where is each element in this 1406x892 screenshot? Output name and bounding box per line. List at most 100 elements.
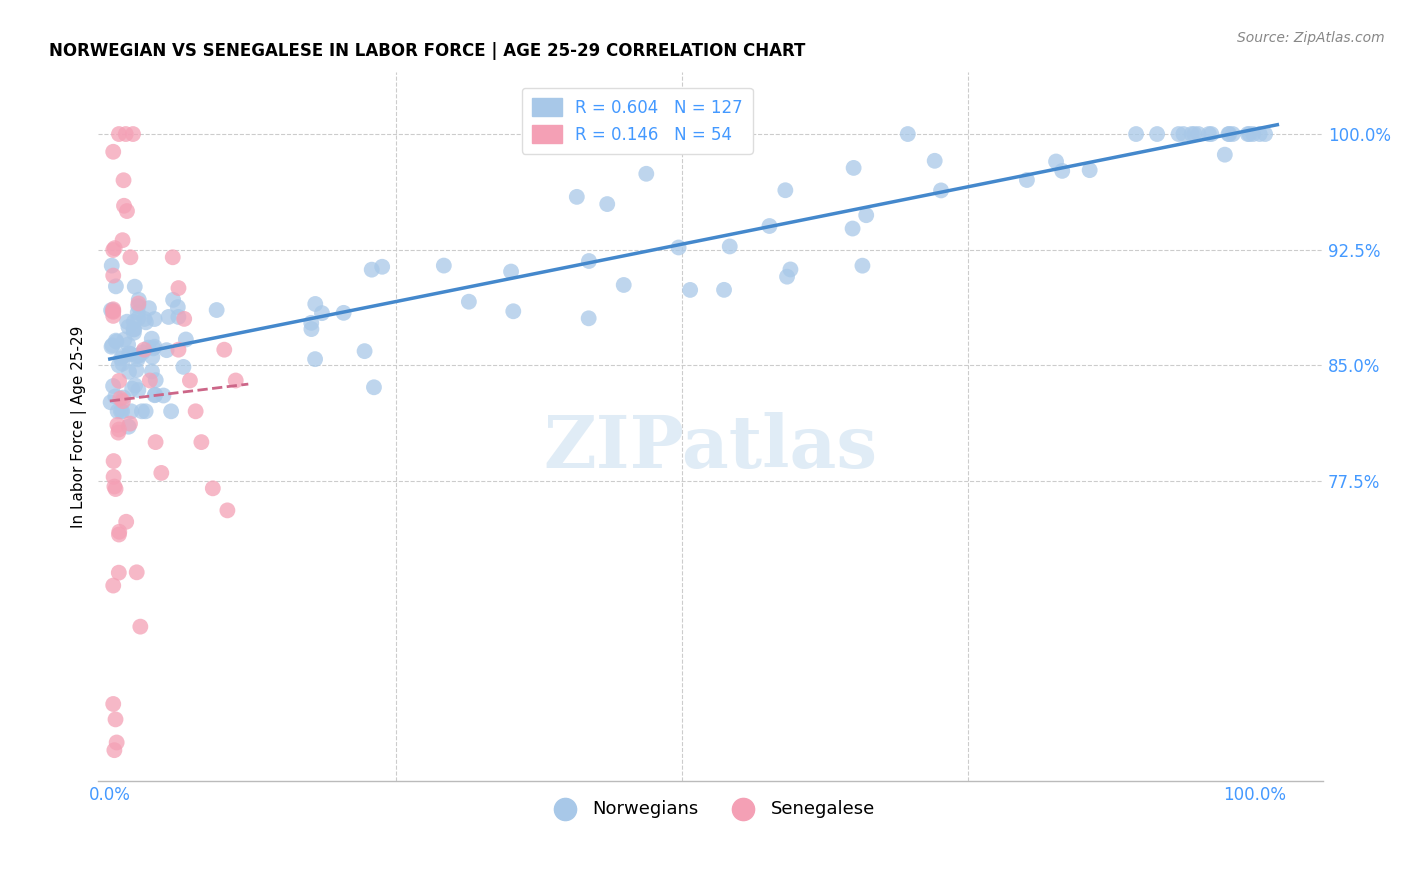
Point [101,379,124,393]
Point [112,333,135,347]
Point [103,145,125,159]
Point [131,345,153,359]
Point [110,392,132,406]
Point [125,349,148,363]
Point [108,423,131,437]
Point [101,303,124,318]
Point [115,515,138,529]
Point [167,281,190,295]
Point [110,404,132,418]
Point [1015,173,1038,187]
Point [363,380,385,394]
Point [167,343,190,357]
Point [104,482,127,496]
Point [125,566,148,580]
Point [112,391,135,405]
Point [775,183,797,197]
Point [166,300,188,314]
Point [100,303,122,318]
Point [115,315,138,329]
Point [101,338,124,352]
Point [851,259,873,273]
Point [167,310,190,324]
Point [1198,127,1220,141]
Point [103,479,125,493]
Point [1187,127,1209,141]
Point [104,279,127,293]
Point [118,417,141,431]
Point [104,334,127,348]
Point [841,221,863,235]
Point [179,374,201,388]
Point [107,404,129,418]
Point [142,342,165,356]
Point [111,233,134,247]
Point [138,341,160,355]
Point [139,374,162,388]
Point [107,425,129,440]
Point [122,127,145,141]
Point [117,419,139,434]
Point [127,352,149,367]
Point [141,364,163,378]
Point [174,333,197,347]
Point [1146,127,1168,141]
Point [353,344,375,359]
Point [107,566,129,580]
Point [779,262,801,277]
Point [156,343,179,358]
Point [127,296,149,310]
Point [124,378,146,392]
Point [111,357,134,371]
Point [1125,127,1147,141]
Point [117,337,139,351]
Point [360,262,382,277]
Point [299,316,322,330]
Point [103,268,125,283]
Point [304,297,326,311]
Point [134,343,156,357]
Y-axis label: In Labor Force | Age 25-29: In Labor Force | Age 25-29 [72,326,87,528]
Point [118,346,141,360]
Point [128,293,150,307]
Text: ZIPatlas: ZIPatlas [544,412,877,483]
Point [141,350,163,364]
Point [127,299,149,313]
Point [1236,127,1258,141]
Point [145,373,167,387]
Point [1078,163,1101,178]
Point [111,404,134,418]
Point [1218,127,1240,141]
Point [122,315,145,329]
Point [103,578,125,592]
Point [122,322,145,336]
Point [201,481,224,495]
Point [108,374,131,388]
Point [502,304,524,318]
Point [131,404,153,418]
Point [929,183,952,197]
Point [104,389,127,403]
Point [162,293,184,307]
Point [115,204,138,219]
Point [120,250,142,264]
Point [111,394,134,409]
Point [128,349,150,363]
Point [141,332,163,346]
Point [104,241,127,255]
Point [190,435,212,450]
Point [1213,147,1236,161]
Point [457,294,479,309]
Point [134,312,156,326]
Point [103,309,125,323]
Point [103,454,125,468]
Point [679,283,702,297]
Point [758,219,780,233]
Point [1181,127,1204,141]
Point [112,199,135,213]
Point [143,340,166,354]
Point [225,374,247,388]
Point [127,311,149,326]
Point [103,305,125,319]
Point [332,306,354,320]
